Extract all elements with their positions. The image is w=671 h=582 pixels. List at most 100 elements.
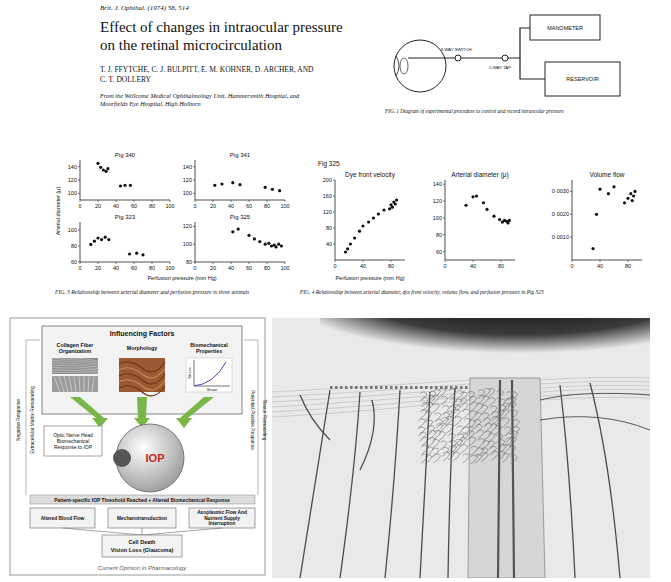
capillary [474,420,481,429]
point [123,184,126,187]
diagram-frame [10,318,265,575]
y-tick [333,196,335,197]
capillary [506,392,513,401]
vessel [560,385,575,578]
point [382,208,385,211]
point [498,218,501,221]
point [220,182,223,185]
capillary [455,417,462,426]
point [106,167,109,170]
y-tick-label: 0·0010 [552,234,569,240]
panel-title: Arterial diameter (μ) [451,171,509,179]
x-tick [285,262,286,264]
point [391,206,394,209]
capillary [422,445,429,454]
fiber [88,376,89,392]
capillary [482,452,489,461]
connector [142,528,143,535]
vessel-dot [380,386,383,389]
x-tick-label: 40 [470,263,476,269]
arrow [70,397,108,428]
x-tick [170,200,171,202]
x-tick-label: 20 [95,265,101,271]
x-tick [501,260,502,262]
capillary [419,432,426,441]
x-tick-label: 40 [113,203,119,209]
point [274,245,277,248]
capillary [506,438,513,447]
point [595,213,598,216]
fiber-image [52,358,98,374]
cornea [396,56,399,76]
x-tick [473,260,474,262]
journal-ref: Brit. J. Ophthal. (1974) 58, 514 [100,4,189,12]
capillary [418,419,425,428]
x-tick [195,200,196,202]
x-tick [134,200,135,202]
x-tick-label: 100 [165,265,174,271]
capillary [471,455,478,464]
y-tick-label: 40 [326,241,332,247]
vessel [590,383,620,578]
vessel-dot [350,386,353,389]
fiber [79,376,80,392]
point [485,208,488,211]
x-axis [195,200,285,201]
capillary [418,427,425,436]
y-tick-label: 80 [71,243,77,249]
x-tick [249,200,250,202]
point [508,219,511,222]
capillary [503,418,510,427]
capillary [467,431,474,440]
y-tick-label: 140 [433,181,442,187]
point [598,188,601,191]
tube [408,28,530,58]
capillary [461,403,468,412]
x-tick [195,262,196,264]
point [280,244,283,247]
x-tick-label: 80 [149,203,155,209]
point [100,238,103,241]
point [631,199,634,202]
point [277,243,280,246]
fiber [54,376,60,392]
capillary [492,451,499,460]
x-tick-label: 80 [264,265,270,271]
point [632,194,635,197]
point [105,170,108,173]
vessel-dot [400,386,403,389]
vessel-dot [365,386,368,389]
text-line: Altered Blood Flow [41,516,85,521]
y-tick [78,230,80,231]
fiber [52,370,98,372]
capillary [482,413,489,422]
point [395,198,398,201]
text: Axoplasmic Flow AndNutrient SupplyInterr… [197,510,247,526]
y-axis [445,180,446,260]
capillary [439,432,446,441]
outcome-text: Vision Loss (Glaucoma) [111,547,174,553]
x-tick-label: 80 [498,263,504,269]
capillary [488,398,495,407]
fiber [52,360,98,363]
capillary [511,410,518,419]
points [96,162,132,188]
x-tick [213,262,214,264]
x-tick-label: 60 [246,265,252,271]
point [231,230,234,233]
chart: 0·00100·00200·003004080Volume flow [552,171,642,269]
capillary [457,434,464,443]
x-tick [267,200,268,202]
capillary [478,439,485,448]
text-line: Properties [196,348,222,354]
point [213,184,216,187]
capillary [488,433,495,442]
figure-1: MANOMETERRESERVOIR3-WAY SWITCH2-WAY TAPF… [384,15,620,114]
y-tick-label: 100 [68,190,77,196]
authors: C. T. DOLLERY [100,75,152,84]
capillary [471,402,478,411]
x-tick [335,260,336,262]
x-tick-label: 0 [193,265,196,271]
x-tick [152,262,153,264]
chart: 608010012014004080Arterial diameter (μ) [433,171,515,269]
